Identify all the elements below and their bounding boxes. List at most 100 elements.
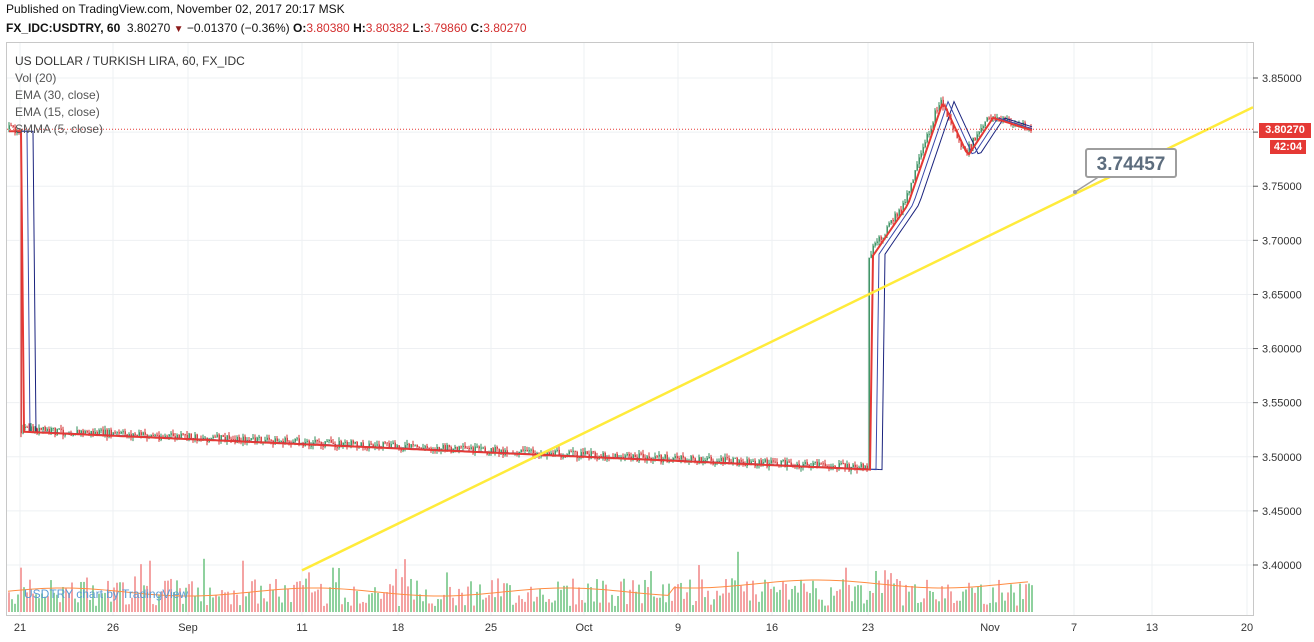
candle-body xyxy=(548,452,550,456)
legend-title[interactable]: US DOLLAR / TURKISH LIRA, 60, FX_IDC xyxy=(15,54,245,68)
candle-body xyxy=(752,460,754,462)
candle-body xyxy=(196,434,198,442)
volume-bar xyxy=(344,597,346,612)
candle-body xyxy=(928,133,930,135)
candle-body xyxy=(338,440,340,448)
volume-bar xyxy=(653,596,655,612)
candle-body xyxy=(424,446,426,448)
candle-body xyxy=(554,450,556,456)
volume-bar xyxy=(98,593,100,612)
candle-body xyxy=(546,452,548,456)
volume-bar xyxy=(848,584,850,612)
tradingview-watermark[interactable]: USDTRY chart by TradingView xyxy=(24,587,189,601)
volume-bar xyxy=(446,572,448,612)
volume-bar xyxy=(818,599,820,612)
candle-body xyxy=(418,447,420,449)
candle-body xyxy=(740,460,742,462)
volume-bar xyxy=(650,571,652,612)
plot-area[interactable] xyxy=(6,42,1254,616)
volume-bar xyxy=(524,601,526,612)
candle-body xyxy=(30,426,32,432)
volume-bar xyxy=(536,596,538,612)
volume-bar xyxy=(773,586,775,612)
volume-bar xyxy=(398,605,400,612)
candle-body xyxy=(454,446,456,449)
candle-body xyxy=(288,441,290,443)
down-arrow-icon: ▼ xyxy=(173,24,184,35)
volume-bar xyxy=(392,585,394,612)
legend-item-ema30[interactable]: EMA (30, close) xyxy=(15,88,100,102)
legend-item-volume[interactable]: Vol (20) xyxy=(15,71,57,85)
volume-bar xyxy=(695,601,697,612)
volume-bar xyxy=(104,592,106,612)
volume-bar xyxy=(749,600,751,612)
symbol-label[interactable]: FX_IDC:USDTRY, 60 xyxy=(6,21,121,35)
candle-body xyxy=(894,213,896,222)
candle-body xyxy=(664,454,666,459)
volume-bar xyxy=(500,596,502,612)
volume-bar xyxy=(494,597,496,612)
volume-bar xyxy=(428,603,430,612)
candle-body xyxy=(1024,122,1026,128)
candle-body xyxy=(472,447,474,454)
volume-bar xyxy=(608,602,610,612)
volume-bar xyxy=(965,589,967,612)
volume-bar xyxy=(212,597,214,612)
volume-bar xyxy=(386,592,388,612)
volume-bar xyxy=(17,594,19,612)
candle-body xyxy=(594,452,596,457)
candle-body xyxy=(988,117,990,119)
candle-body xyxy=(634,454,636,458)
candle-body xyxy=(726,457,728,459)
volume-bar xyxy=(200,601,202,612)
legend-item-ema15[interactable]: EMA (15, close) xyxy=(15,105,100,119)
volume-bar xyxy=(698,565,700,612)
candle-body xyxy=(832,466,834,468)
candle-body xyxy=(524,449,526,451)
candle-body xyxy=(694,458,696,463)
candle-body xyxy=(788,461,790,463)
volume-bar xyxy=(455,605,457,612)
candle-body xyxy=(58,428,60,430)
candle-body xyxy=(316,439,318,442)
candle-body xyxy=(520,449,522,453)
candle-body xyxy=(14,126,16,134)
trendline-price-callout[interactable]: 3.74457 xyxy=(1085,148,1177,178)
candle-body xyxy=(236,436,238,443)
candle-body xyxy=(844,463,846,469)
candle-body xyxy=(404,445,406,449)
volume-bar xyxy=(962,591,964,612)
volume-bar xyxy=(947,584,949,612)
volume-bar xyxy=(674,586,676,612)
candle-body xyxy=(188,433,190,439)
volume-bar xyxy=(644,579,646,612)
x-tick-label: 18 xyxy=(392,622,404,634)
candle-body xyxy=(914,170,916,181)
volume-bar xyxy=(371,593,373,612)
candle-body xyxy=(330,440,332,443)
volume-bar xyxy=(689,579,691,612)
volume-bar xyxy=(1013,592,1015,612)
trendline[interactable] xyxy=(301,106,1254,572)
candle-body xyxy=(116,432,118,434)
volume-bar xyxy=(518,595,520,612)
candle-body xyxy=(462,445,464,447)
candle-body xyxy=(320,442,322,446)
candle-body xyxy=(622,456,624,458)
candle-body xyxy=(714,463,716,465)
volume-bar xyxy=(986,604,988,612)
candle-body xyxy=(362,442,364,448)
candle-body xyxy=(170,433,172,435)
volume-bar xyxy=(416,580,418,612)
volume-bar xyxy=(389,584,391,612)
volume-bar xyxy=(197,587,199,612)
candle-body xyxy=(880,236,882,240)
candle-body xyxy=(414,444,416,446)
candle-body xyxy=(586,451,588,455)
volume-bar xyxy=(254,579,256,612)
candle-body xyxy=(134,433,136,435)
candle-body xyxy=(150,434,152,437)
legend-item-smma5[interactable]: SMMA (5, close) xyxy=(15,122,104,136)
volume-bar xyxy=(143,585,145,612)
